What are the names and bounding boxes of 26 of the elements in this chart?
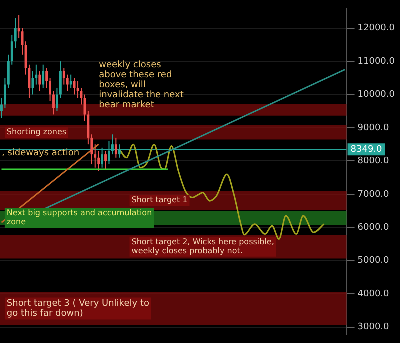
candlestick [38, 71, 42, 92]
y-tick-label: 9000.0 [358, 123, 390, 134]
y-tick-label: 6000.0 [358, 222, 390, 233]
band-label: Shorting zones [6, 128, 67, 137]
band-label: Short target 2, Wicks here possible, weekly closes probably not. [132, 237, 274, 256]
candlestick [73, 78, 76, 96]
y-tick-label: 4000.0 [358, 289, 390, 300]
y-tick-label: 8000.0 [358, 156, 390, 167]
candlestick [32, 71, 34, 96]
candlestick [70, 74, 72, 89]
candlestick [114, 137, 118, 158]
annotation: weekly closes above these red boxes, will invalidate the next bear market [99, 60, 184, 110]
band-label: Short target 1 [132, 196, 188, 205]
y-tick-label: 3000.0 [358, 322, 390, 333]
ref-line-label: 8349.0 [350, 144, 383, 155]
y-tick-label: 5000.0 [358, 256, 390, 266]
band-label: Next big supports and accumulation zone [6, 208, 152, 227]
y-tick-label: 7000.0 [358, 190, 390, 200]
band-label: Short target 3 ( Very Unlikely to go this far down) [6, 299, 150, 320]
y-tick-label: 10000.0 [358, 90, 396, 100]
candlestick [42, 64, 45, 89]
y-tick-label: 12000.0 [358, 24, 396, 34]
candlestick [104, 150, 107, 170]
candlestick [66, 74, 69, 92]
y-tick-label: 11000.0 [358, 56, 396, 67]
annotation: , sideways action [2, 148, 80, 159]
